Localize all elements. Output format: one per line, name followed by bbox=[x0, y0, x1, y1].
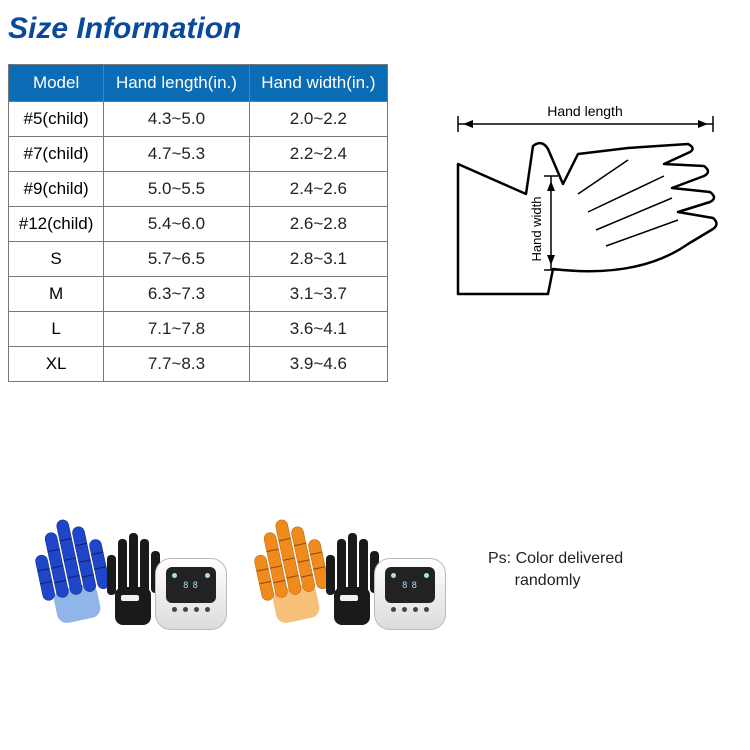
cell: #7(child) bbox=[9, 137, 104, 172]
cell: #12(child) bbox=[9, 207, 104, 242]
cell: 2.0~2.2 bbox=[249, 102, 387, 137]
content-row: Model Hand length(in.) Hand width(in.) #… bbox=[0, 64, 750, 382]
table-body: #5(child)4.3~5.02.0~2.2 #7(child)4.7~5.3… bbox=[9, 102, 388, 382]
cell: 2.4~2.6 bbox=[249, 172, 387, 207]
cell: L bbox=[9, 312, 104, 347]
table-row: L7.1~7.83.6~4.1 bbox=[9, 312, 388, 347]
control-device: 8 8 bbox=[155, 558, 227, 630]
table-row: S5.7~6.52.8~3.1 bbox=[9, 242, 388, 277]
cell: #9(child) bbox=[9, 172, 104, 207]
col-model: Model bbox=[9, 65, 104, 102]
cell: 6.3~7.3 bbox=[104, 277, 250, 312]
cell: 3.9~4.6 bbox=[249, 347, 387, 382]
control-device: 8 8 bbox=[374, 558, 446, 630]
table-row: #7(child)4.7~5.32.2~2.4 bbox=[9, 137, 388, 172]
cell: 5.0~5.5 bbox=[104, 172, 250, 207]
cell: 2.8~3.1 bbox=[249, 242, 387, 277]
col-width: Hand width(in.) bbox=[249, 65, 387, 102]
hand-diagram: Hand length Hand width bbox=[428, 94, 728, 329]
cell: M bbox=[9, 277, 104, 312]
table-header-row: Model Hand length(in.) Hand width(in.) bbox=[9, 65, 388, 102]
label-hand-length: Hand length bbox=[547, 103, 623, 119]
device-display-main: 8 8 bbox=[183, 580, 199, 590]
product-set-blue: 8 8 bbox=[20, 510, 227, 630]
device-screen: 8 8 bbox=[385, 567, 435, 603]
cell: 7.1~7.8 bbox=[104, 312, 250, 347]
table-row: #5(child)4.3~5.02.0~2.2 bbox=[9, 102, 388, 137]
cell: S bbox=[9, 242, 104, 277]
cell: #5(child) bbox=[9, 102, 104, 137]
cell: 4.7~5.3 bbox=[104, 137, 250, 172]
cell: 4.3~5.0 bbox=[104, 102, 250, 137]
fabric-glove-icon bbox=[320, 525, 382, 630]
table-row: #12(child)5.4~6.02.6~2.8 bbox=[9, 207, 388, 242]
device-display-main: 8 8 bbox=[402, 580, 418, 590]
note-line-2: randomly bbox=[515, 572, 581, 589]
fabric-glove-icon bbox=[101, 525, 163, 630]
cell: 7.7~8.3 bbox=[104, 347, 250, 382]
hand-diagram-svg: Hand length Hand width bbox=[428, 94, 728, 324]
cell: 2.2~2.4 bbox=[249, 137, 387, 172]
label-hand-width: Hand width bbox=[529, 196, 544, 261]
cell: 5.7~6.5 bbox=[104, 242, 250, 277]
table-row: #9(child)5.0~5.52.4~2.6 bbox=[9, 172, 388, 207]
col-length: Hand length(in.) bbox=[104, 65, 250, 102]
cell: 2.6~2.8 bbox=[249, 207, 387, 242]
table-row: XL7.7~8.33.9~4.6 bbox=[9, 347, 388, 382]
note-line-1: Ps: Color delivered bbox=[488, 550, 623, 567]
color-note: Ps: Color delivered randomly bbox=[488, 548, 623, 593]
cell: 5.4~6.0 bbox=[104, 207, 250, 242]
device-screen: 8 8 bbox=[166, 567, 216, 603]
page-title: Size Information bbox=[0, 0, 750, 64]
cell: 3.6~4.1 bbox=[249, 312, 387, 347]
cell: 3.1~3.7 bbox=[249, 277, 387, 312]
product-row: 8 8 bbox=[0, 510, 750, 630]
table-row: M6.3~7.33.1~3.7 bbox=[9, 277, 388, 312]
product-set-orange: 8 8 bbox=[239, 510, 446, 630]
size-table: Model Hand length(in.) Hand width(in.) #… bbox=[8, 64, 388, 382]
cell: XL bbox=[9, 347, 104, 382]
